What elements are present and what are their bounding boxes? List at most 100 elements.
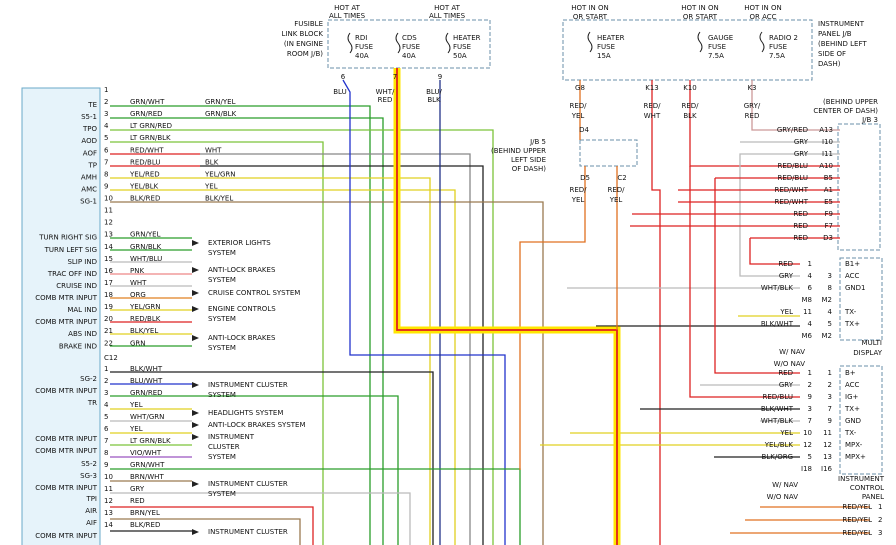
pin-number: 10 — [104, 473, 113, 481]
pin-number: 4 — [808, 272, 813, 280]
pin-number: 1 — [104, 365, 108, 373]
wire-color: WHT — [644, 112, 661, 120]
pin-number: 4 — [104, 401, 109, 409]
wire-color: YEL/BLK — [129, 182, 159, 190]
wire-color: RED/ — [643, 102, 661, 110]
pin-number: 7 — [393, 73, 397, 81]
pin-number: K13 — [645, 84, 659, 92]
pin-number: 11 — [104, 485, 113, 493]
option-label: W/ NAV — [779, 348, 805, 356]
block-label: SIDE OF — [818, 50, 846, 58]
wire-color: RED/ — [607, 186, 625, 194]
supply-label: HOT IN ON — [571, 4, 609, 12]
signal-name: AOF — [83, 149, 97, 157]
signal-name: SG-1 — [80, 198, 97, 206]
wire — [110, 189, 456, 545]
signal-name: B+ — [845, 369, 856, 377]
signal-name: AIR — [85, 507, 97, 515]
wire-color: BLK — [427, 96, 441, 104]
highlight-wire-core — [396, 68, 618, 545]
fuse-symbol — [697, 31, 703, 53]
signal-name: TURN RIGHT SIG — [38, 234, 97, 242]
wire-color: RED — [793, 210, 808, 218]
pin-number: 1 — [808, 369, 812, 377]
system-label: SYSTEM — [208, 391, 236, 399]
wire-color: RED/WHT — [775, 198, 809, 206]
wire — [110, 117, 384, 545]
wire-color: WHT — [205, 146, 222, 154]
supply-label: OR START — [683, 13, 718, 21]
supply-label: HOT IN ON — [681, 4, 719, 12]
pin-number: 7 — [808, 417, 812, 425]
pin-number: 1 — [104, 86, 108, 94]
signal-name: TP — [88, 161, 98, 169]
pin-number: 9 — [828, 417, 832, 425]
wire-color: GRN — [130, 339, 146, 347]
pin-number: 13 — [823, 453, 832, 461]
pin-number: M2 — [822, 332, 833, 340]
pin-number: 4 — [104, 122, 109, 130]
pin-number: 12 — [104, 497, 113, 505]
pin-number: 2 — [828, 381, 832, 389]
pin-number: 21 — [104, 327, 113, 335]
wire-color: GRY — [794, 138, 809, 146]
wire-color: YEL — [129, 401, 143, 409]
system-arrow — [192, 529, 199, 535]
block-label: PANEL — [862, 493, 884, 501]
signal-name: SLIP IND — [67, 258, 97, 266]
pin-number: M8 — [802, 296, 813, 304]
wire — [110, 129, 494, 545]
pin-number: 3 — [828, 393, 832, 401]
supply-label: ALL TIMES — [429, 12, 466, 20]
pin-number: 6 — [808, 284, 813, 292]
pin-number: 11 — [104, 207, 113, 215]
wire-color: YEL/GRN — [204, 170, 235, 178]
block-label: LEFT SIDE — [511, 156, 546, 164]
system-label: SYSTEM — [208, 315, 236, 323]
signal-name: TURN LEFT SIG — [44, 246, 97, 254]
wire-color: BLK — [683, 112, 697, 120]
fuse-label: FUSE — [355, 43, 373, 51]
pin-number: 5 — [104, 134, 108, 142]
system-label: INSTRUMENT CLUSTER — [208, 480, 288, 488]
pin-number: E5 — [824, 198, 833, 206]
wire-color: RED/WHT — [775, 186, 809, 194]
block-label: PANEL J/B — [818, 30, 852, 38]
pin-number: 2 — [104, 377, 108, 385]
system-label: SYSTEM — [208, 490, 236, 498]
wire-color: RED — [793, 234, 808, 242]
pin-number: 5 — [808, 453, 812, 461]
supply-label: OR START — [573, 13, 608, 21]
wire-color: BLU — [333, 88, 346, 96]
signal-name: CRUISE IND — [56, 282, 97, 290]
wire — [200, 177, 431, 545]
system-arrow — [192, 267, 199, 273]
jb5-box — [579, 139, 638, 167]
wire — [342, 79, 506, 545]
signal-name: TE — [87, 101, 97, 109]
wire-color: WHT/GRN — [130, 413, 164, 421]
wire — [200, 153, 471, 545]
wire-color: GRN/WHT — [130, 461, 165, 469]
pin-number: 14 — [104, 521, 113, 529]
control-panel-box — [839, 365, 883, 475]
wire-color: RED — [778, 260, 793, 268]
pin-number: A10 — [819, 162, 833, 170]
system-arrow — [192, 422, 199, 428]
wire-color: LT GRN/BLK — [130, 134, 171, 142]
block-label: (BEHIND UPPER — [823, 98, 878, 106]
wire — [110, 506, 314, 545]
wire-color: RED — [130, 497, 145, 505]
pin-number: 2 — [878, 516, 882, 524]
wire-color: LT GRN/BLK — [130, 437, 171, 445]
pin-number: 12 — [104, 219, 113, 227]
supply-label: OR ACC — [749, 13, 776, 21]
block-label: CONTROL — [850, 484, 884, 492]
panel-jb-box — [562, 19, 813, 81]
wire-color: BLU/ — [426, 88, 442, 96]
pin-number: D4 — [579, 126, 589, 134]
pin-number: 6 — [104, 146, 109, 154]
wire-color: YEL — [609, 196, 623, 204]
